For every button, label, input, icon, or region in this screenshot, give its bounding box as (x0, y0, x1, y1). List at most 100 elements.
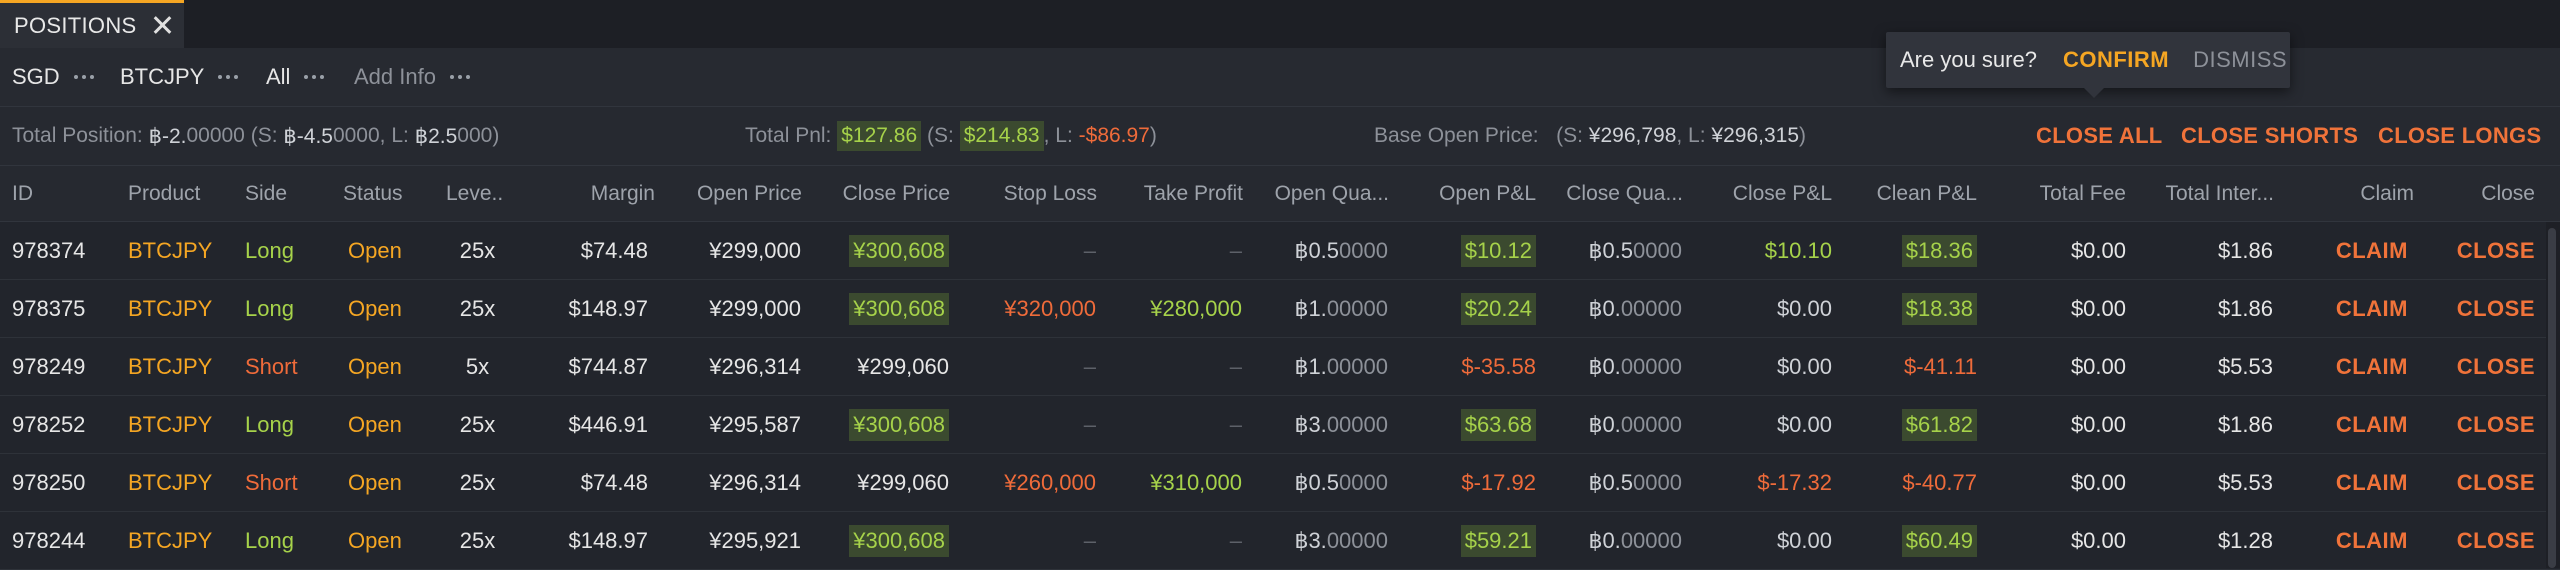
short-base-price: ¥296,798 (1588, 124, 1677, 147)
col-id[interactable]: ID (12, 181, 33, 205)
paren-close: ) (492, 124, 500, 147)
close-shorts-button[interactable]: CLOSE SHORTS (2181, 123, 2359, 148)
filter-currency[interactable]: SGD (12, 48, 94, 106)
long-base-price: ¥296,315 (1711, 124, 1800, 147)
cell-leverage: 25x (459, 527, 496, 553)
cell-leverage: 25x (459, 469, 496, 495)
table-row[interactable]: 978375 BTCJPY Long Open 25x $148.97 ¥299… (0, 280, 2560, 338)
dismiss-button[interactable]: DISMISS (2193, 47, 2288, 72)
table-header: ID Product Side Status Leve.. Margin Ope… (0, 166, 2560, 222)
col-close-price[interactable]: Close Price (842, 181, 950, 205)
cell-close-quantity: ฿0. 00000 (1540, 338, 1682, 395)
cell-stop-loss: ¥260,000 (1004, 469, 1096, 495)
cell-stop-loss: ¥320,000 (1004, 295, 1096, 321)
tab-positions[interactable]: POSITIONS (0, 0, 184, 48)
close-qty-value: ฿0.5 (1588, 237, 1634, 263)
col-total-interest[interactable]: Total Inter... (2165, 181, 2274, 205)
cell-total-fee: $0.00 (2070, 237, 2126, 263)
cell-total-fee: $0.00 (2070, 469, 2126, 495)
cell-total-fee: $0.00 (2070, 295, 2126, 321)
col-total-fee[interactable]: Total Fee (2039, 181, 2126, 205)
open-pnl-value: $63.68 (1460, 408, 1536, 441)
long-label: , L: (1043, 124, 1073, 147)
cell-close-quantity: ฿0. 00000 (1540, 512, 1682, 569)
claim-button[interactable]: CLAIM (2335, 469, 2408, 495)
col-claim[interactable]: Claim (2360, 181, 2414, 205)
total-position-value: ฿-2. (148, 124, 187, 148)
open-qty-value: ฿3. (1294, 411, 1327, 437)
cell-clean-pnl: $18.36 (1835, 222, 1977, 279)
close-position-button[interactable]: CLOSE (2456, 295, 2535, 321)
cell-side: Long (245, 411, 294, 437)
more-dots-icon[interactable] (73, 75, 94, 79)
confirm-button[interactable]: CONFIRM (2062, 47, 2170, 72)
table-scrollbar-thumb[interactable] (2548, 228, 2556, 568)
col-take-profit[interactable]: Take Profit (1143, 181, 1243, 205)
more-dots-icon[interactable] (304, 75, 325, 79)
cell-id: 978375 (12, 295, 86, 321)
col-close-pnl[interactable]: Close P&L (1732, 181, 1832, 205)
total-position-label: Total Position: (12, 124, 143, 147)
cell-open-price: ¥296,314 (709, 353, 801, 379)
filter-product[interactable]: BTCJPY (120, 48, 239, 106)
cell-side: Long (245, 527, 294, 553)
close-icon[interactable] (150, 13, 174, 37)
col-leverage[interactable]: Leve.. (446, 181, 504, 205)
col-status[interactable]: Status (343, 181, 403, 205)
more-dots-icon[interactable] (218, 75, 239, 79)
close-position-button[interactable]: CLOSE (2456, 353, 2535, 379)
close-all-button[interactable]: CLOSE ALL (2036, 123, 2163, 148)
filter-side[interactable]: All (266, 48, 325, 106)
close-price-value: ¥300,608 (849, 524, 949, 557)
claim-button[interactable]: CLAIM (2335, 411, 2408, 437)
cell-total-fee: $0.00 (2070, 353, 2126, 379)
cell-open-quantity: ฿3. 00000 (1245, 396, 1388, 453)
more-dots-icon[interactable] (449, 75, 470, 79)
cell-open-price: ¥295,921 (709, 527, 801, 553)
cell-margin: $148.97 (568, 527, 648, 553)
col-side[interactable]: Side (245, 181, 288, 205)
paren-close: ) (1799, 124, 1807, 147)
col-open-quantity[interactable]: Open Qua... (1274, 181, 1389, 205)
total-position: Total Position: ฿-2. 00000 (S: ฿-4.5 0000 … (12, 107, 499, 165)
cell-status: Open (348, 353, 402, 379)
table-row[interactable]: 978250 BTCJPY Short Open 25x $74.48 ¥296… (0, 454, 2560, 512)
cell-close-pnl: $0.00 (1776, 411, 1832, 437)
claim-button[interactable]: CLAIM (2335, 527, 2408, 553)
cell-take-profit: – (1229, 353, 1242, 379)
positions-table: ID Product Side Status Leve.. Margin Ope… (0, 166, 2560, 570)
close-longs-button[interactable]: CLOSE LONGS (2378, 123, 2542, 148)
close-qty-value: ฿0. (1588, 527, 1621, 553)
table-row[interactable]: 978244 BTCJPY Long Open 25x $148.97 ¥295… (0, 512, 2560, 570)
claim-button[interactable]: CLAIM (2335, 295, 2408, 321)
cell-total-interest: $1.86 (2217, 237, 2273, 263)
col-margin[interactable]: Margin (590, 181, 655, 205)
claim-button[interactable]: CLAIM (2335, 237, 2408, 263)
col-clean-pnl[interactable]: Clean P&L (1876, 181, 1977, 205)
open-qty-value: ฿3. (1294, 527, 1327, 553)
col-open-pnl[interactable]: Open P&L (1439, 181, 1536, 205)
cell-stop-loss: – (1083, 237, 1096, 263)
short-pnl-value: $214.83 (959, 121, 1044, 151)
col-close-quantity[interactable]: Close Qua... (1566, 181, 1683, 205)
cell-side: Short (245, 353, 298, 379)
claim-button[interactable]: CLAIM (2335, 353, 2408, 379)
table-row[interactable]: 978252 BTCJPY Long Open 25x $446.91 ¥295… (0, 396, 2560, 454)
col-close[interactable]: Close (2481, 181, 2535, 205)
col-stop-loss[interactable]: Stop Loss (1003, 181, 1097, 205)
open-qty-tail: 00000 (1326, 411, 1388, 437)
filter-add-info[interactable]: Add Info (354, 48, 470, 106)
col-product[interactable]: Product (128, 181, 201, 205)
close-position-button[interactable]: CLOSE (2456, 237, 2535, 263)
col-open-price[interactable]: Open Price (696, 181, 802, 205)
table-row[interactable]: 978374 BTCJPY Long Open 25x $74.48 ¥299,… (0, 222, 2560, 280)
close-position-button[interactable]: CLOSE (2456, 469, 2535, 495)
cell-product: BTCJPY (128, 469, 213, 495)
table-row[interactable]: 978249 BTCJPY Short Open 5x $744.87 ¥296… (0, 338, 2560, 396)
cell-leverage: 5x (465, 353, 490, 379)
open-qty-value: ฿1. (1294, 295, 1327, 321)
confirm-question: Are you sure? (1900, 47, 2037, 72)
close-position-button[interactable]: CLOSE (2456, 411, 2535, 437)
cell-close-pnl: $0.00 (1776, 295, 1832, 321)
close-position-button[interactable]: CLOSE (2456, 527, 2535, 553)
